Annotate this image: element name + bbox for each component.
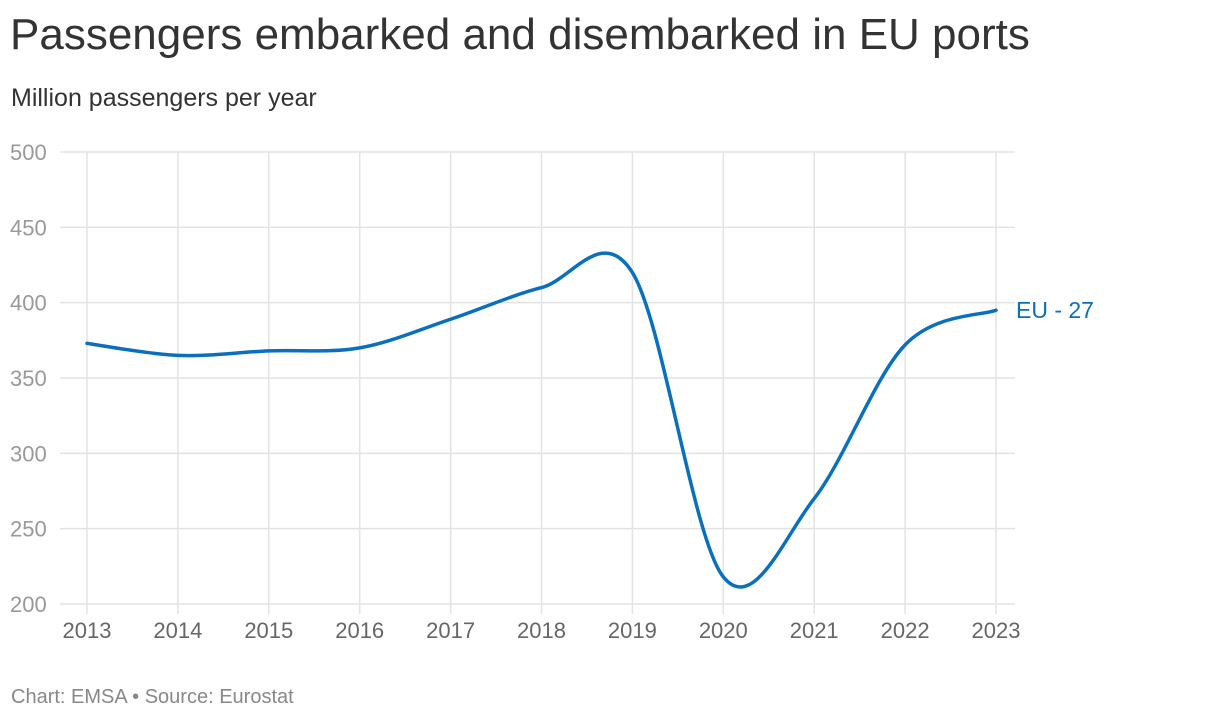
y-tick-label: 400	[10, 291, 47, 316]
x-tick-label: 2022	[881, 618, 930, 643]
chart-title: Passengers embarked and disembarked in E…	[10, 10, 1030, 59]
data-point-2014	[175, 352, 181, 358]
data-point-2016	[357, 345, 363, 351]
x-tick-label: 2015	[244, 618, 293, 643]
series-line-0	[85, 251, 998, 589]
y-tick-label: 200	[10, 592, 47, 617]
y-tick-label: 500	[10, 140, 47, 165]
series-label: EU - 27	[1016, 297, 1094, 323]
x-tick-label: 2023	[972, 618, 1021, 643]
x-tick-label: 2016	[335, 618, 384, 643]
x-tick-label: 2013	[63, 618, 112, 643]
x-tick-label: 2021	[790, 618, 839, 643]
data-point-2013	[84, 340, 90, 346]
grid-lines	[60, 151, 1015, 614]
data-point-2019	[629, 270, 635, 276]
y-tick-label: 300	[10, 441, 47, 466]
x-tick-label: 2018	[517, 618, 566, 643]
data-point-2023	[993, 307, 999, 313]
data-point-2015	[266, 348, 272, 354]
y-axis: 200 250 300 350 400 450 500	[10, 140, 47, 617]
chart-subtitle: Million passengers per year	[11, 84, 317, 112]
data-point-2018	[539, 285, 545, 291]
chart-footer-credit: Chart: EMSA • Source: Eurostat	[11, 686, 294, 708]
y-tick-label: 450	[10, 215, 47, 240]
data-point-2017	[448, 316, 454, 322]
x-tick-label: 2014	[153, 618, 202, 643]
y-tick-label: 350	[10, 366, 47, 391]
y-tick-label: 250	[10, 517, 47, 542]
series-layer: EU - 27	[84, 251, 1094, 589]
data-point-2020	[720, 574, 726, 580]
x-tick-label: 2019	[608, 618, 657, 643]
data-point-2021	[811, 496, 817, 502]
data-point-2022	[902, 342, 908, 348]
x-tick-label: 2017	[426, 618, 475, 643]
x-axis: 2013 2014 2015 2016 2017 2018 2019 2020 2021 2022…	[63, 618, 1021, 643]
x-tick-label: 2020	[699, 618, 748, 643]
